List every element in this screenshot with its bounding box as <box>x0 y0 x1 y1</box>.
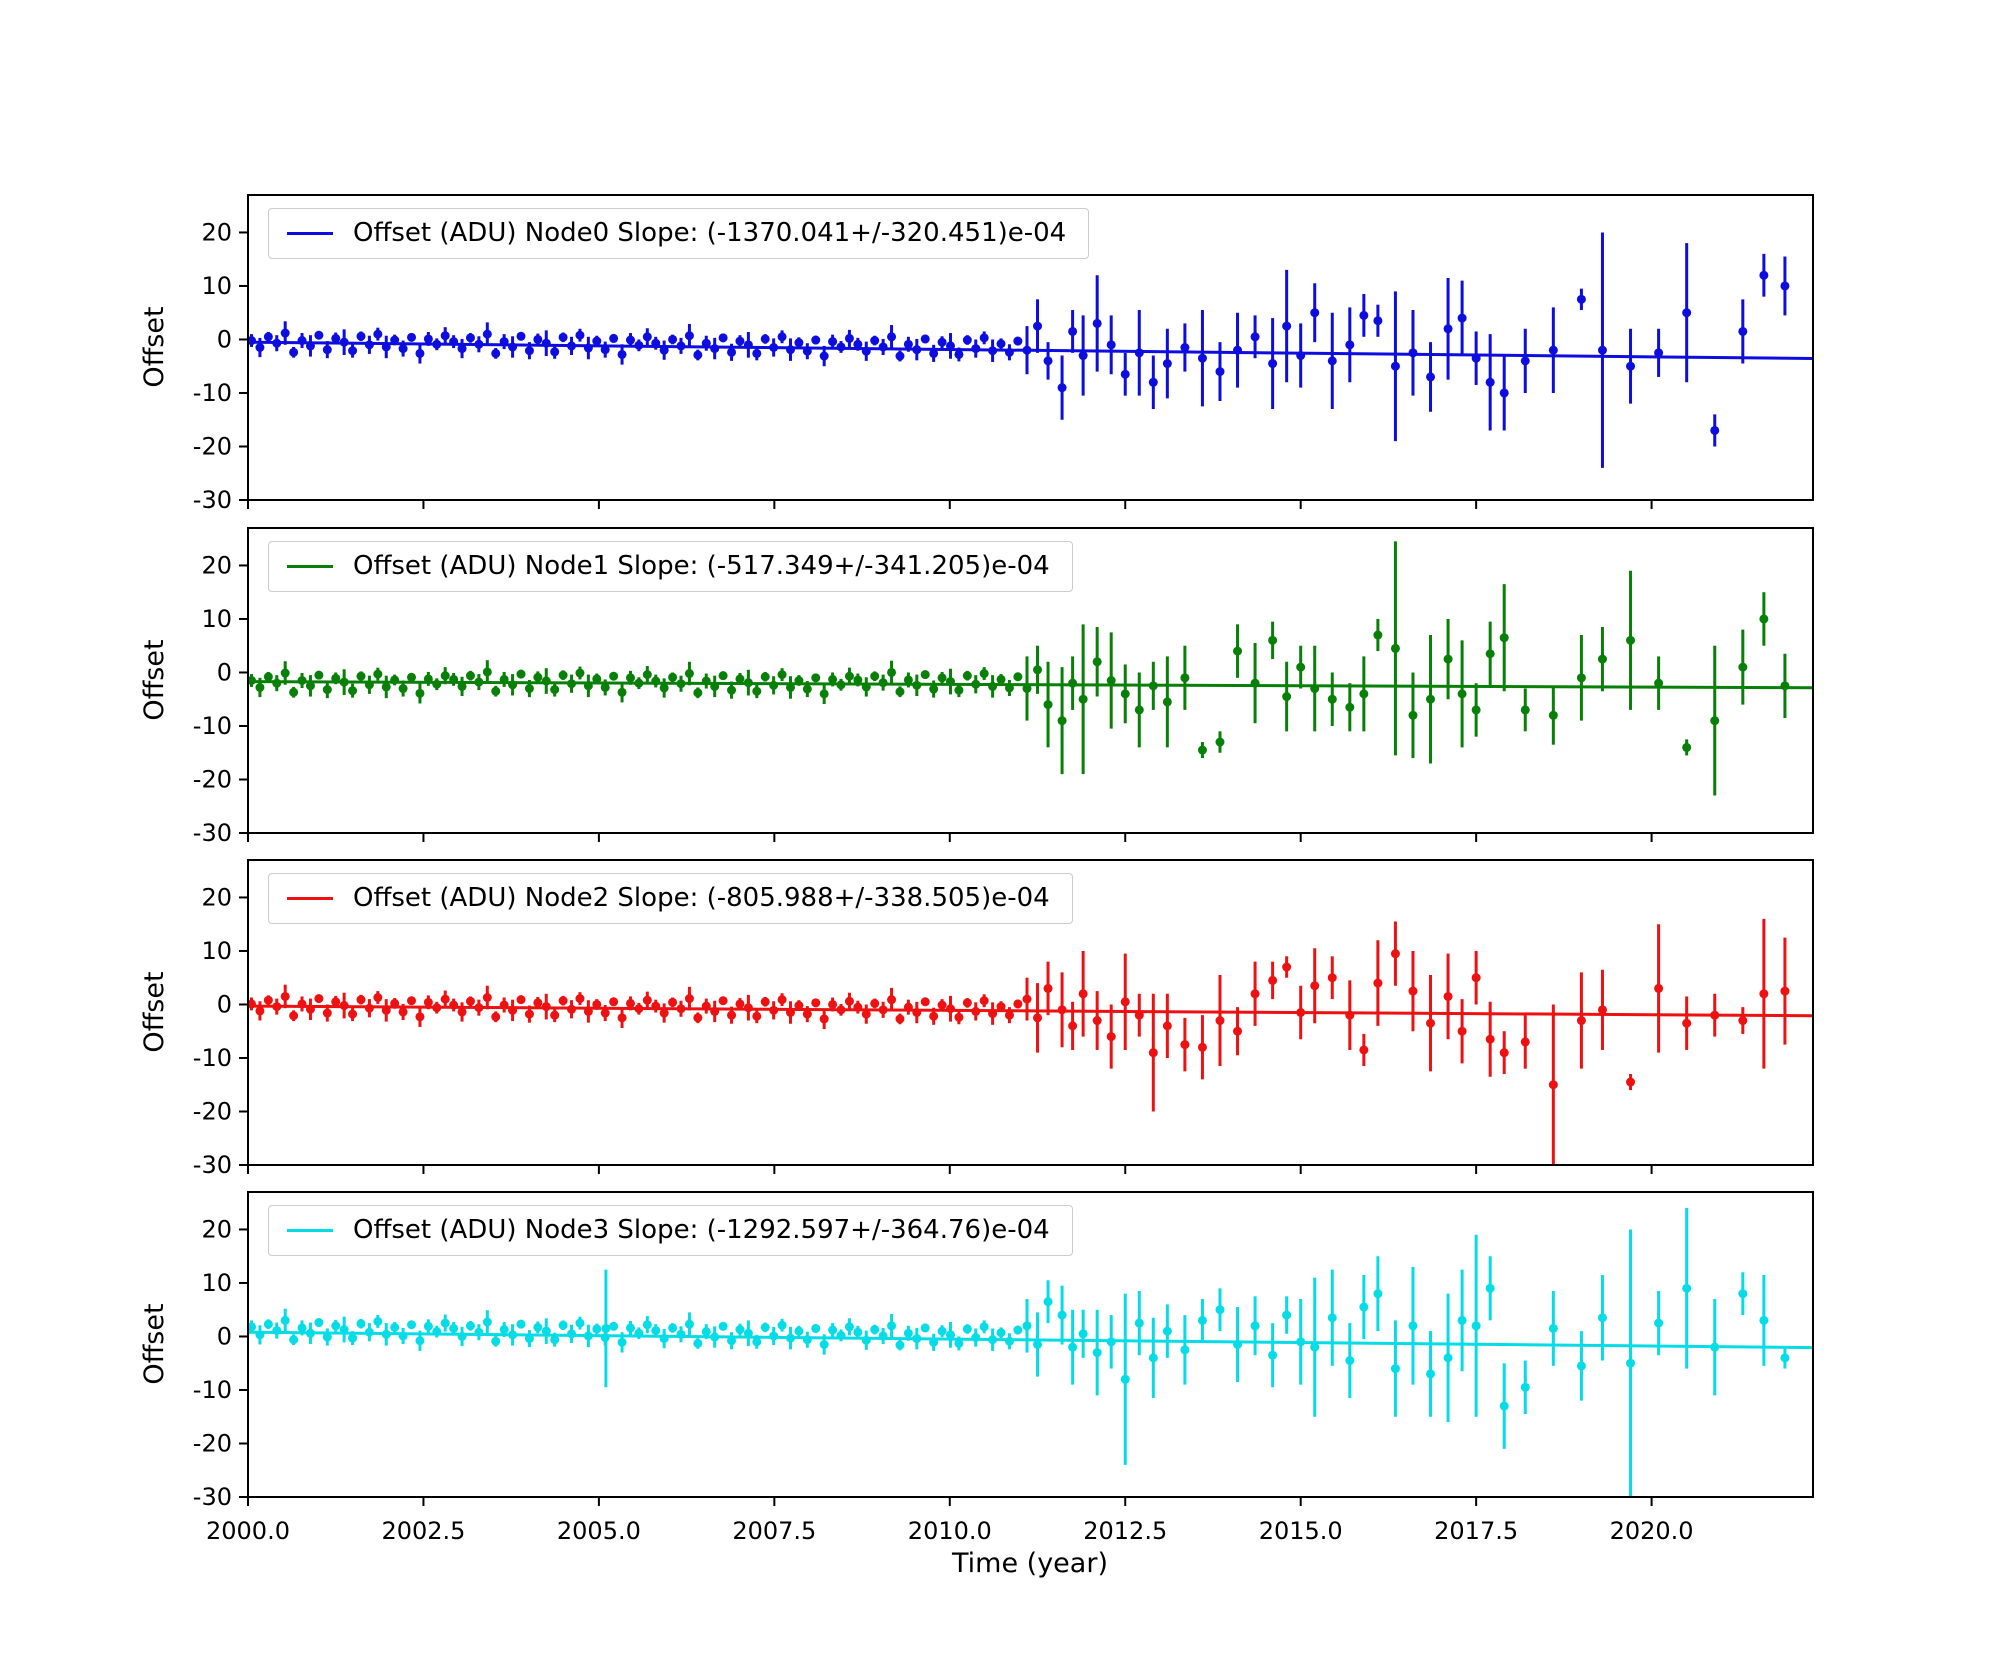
svg-text:2007.5: 2007.5 <box>732 1517 816 1545</box>
svg-text:2012.5: 2012.5 <box>1083 1517 1167 1545</box>
svg-text:10: 10 <box>201 937 232 965</box>
svg-text:-30: -30 <box>193 819 232 847</box>
svg-text:2002.5: 2002.5 <box>381 1517 465 1545</box>
ylabel-node3: Offset <box>139 1303 170 1385</box>
svg-text:-10: -10 <box>193 379 232 407</box>
svg-text:10: 10 <box>201 605 232 633</box>
legend-label-node1: Offset (ADU) Node1 Slope: (-517.349+/-34… <box>353 551 1050 581</box>
x-ticks-node3: 2000.0 2002.5 2005.0 2007.5 2010.0 2012.5 2015… <box>206 1497 1694 1545</box>
svg-text:2010.0: 2010.0 <box>908 1517 992 1545</box>
axes-frame-node2 <box>247 859 1814 1166</box>
errorbar-series-node1 <box>248 541 1813 796</box>
errorbar-series-node2 <box>248 918 1813 1165</box>
svg-text:0: 0 <box>217 325 232 353</box>
svg-text:-20: -20 <box>193 1429 232 1457</box>
legend-node2: Offset (ADU) Node2 Slope: (-805.988+/-33… <box>268 873 1073 925</box>
svg-text:0: 0 <box>217 1322 232 1350</box>
axes-frame-node0 <box>247 194 1814 501</box>
ylabel-node2: Offset <box>139 971 170 1053</box>
svg-text:-30: -30 <box>193 1483 232 1511</box>
legend-node3: Offset (ADU) Node3 Slope: (-1292.597+/-3… <box>268 1205 1073 1257</box>
svg-text:-20: -20 <box>193 432 232 460</box>
svg-text:20: 20 <box>201 883 232 911</box>
x-ticks-node2 <box>247 1165 1653 1174</box>
x-ticks-node1 <box>247 833 1653 842</box>
fit-line-node1 <box>248 680 1813 690</box>
legend-label-node3: Offset (ADU) Node3 Slope: (-1292.597+/-3… <box>353 1215 1050 1245</box>
legend-label-node0: Offset (ADU) Node0 Slope: (-1370.041+/-3… <box>353 218 1067 248</box>
legend-line-node2-icon <box>287 897 333 901</box>
x-ticks-node0 <box>247 500 1653 509</box>
svg-text:-20: -20 <box>193 1097 232 1125</box>
fit-line-node2 <box>248 1004 1813 1018</box>
ylabel-node0: Offset <box>139 306 170 388</box>
y-ticks-node3: 20 10 0 -10 -20 -30 <box>193 1215 248 1511</box>
legend-node1: Offset (ADU) Node1 Slope: (-517.349+/-34… <box>268 541 1073 593</box>
ylabel-node1: Offset <box>139 639 170 721</box>
svg-text:-10: -10 <box>193 1376 232 1404</box>
svg-text:0: 0 <box>217 990 232 1018</box>
axes-frame-node1 <box>247 527 1814 834</box>
svg-text:20: 20 <box>201 551 232 579</box>
legend-line-node0-icon <box>287 232 333 236</box>
svg-text:-20: -20 <box>193 765 232 793</box>
svg-text:2000.0: 2000.0 <box>206 1517 290 1545</box>
svg-text:0: 0 <box>217 658 232 686</box>
fit-line-node3 <box>248 1330 1813 1350</box>
panel-node1: 20 10 0 -10 -20 -30 <box>193 527 1814 847</box>
svg-text:-10: -10 <box>193 1044 232 1072</box>
svg-text:10: 10 <box>201 1269 232 1297</box>
svg-text:-30: -30 <box>193 486 232 514</box>
legend-line-node1-icon <box>287 565 333 569</box>
y-ticks-node2: 20 10 0 -10 -20 -30 <box>193 883 248 1179</box>
panel-node0: 20 10 0 -10 -20 -30 <box>193 194 1814 514</box>
svg-text:10: 10 <box>201 272 232 300</box>
panel-node2: 20 10 0 -10 -20 -30 <box>193 859 1814 1179</box>
y-ticks-node1: 20 10 0 -10 -20 -30 <box>193 551 248 847</box>
svg-text:-30: -30 <box>193 1151 232 1179</box>
svg-text:2015.0: 2015.0 <box>1259 1517 1343 1545</box>
svg-text:-10: -10 <box>193 712 232 740</box>
errorbar-series-node0 <box>248 232 1813 468</box>
xlabel: Time (year) <box>952 1548 1108 1579</box>
legend-line-node3-icon <box>287 1229 333 1233</box>
errorbar-series-node3 <box>248 1208 1813 1497</box>
svg-text:2005.0: 2005.0 <box>557 1517 641 1545</box>
legend-node0: Offset (ADU) Node0 Slope: (-1370.041+/-3… <box>268 208 1090 260</box>
svg-text:20: 20 <box>201 1215 232 1243</box>
svg-text:2017.5: 2017.5 <box>1434 1517 1518 1545</box>
legend-label-node2: Offset (ADU) Node2 Slope: (-805.988+/-33… <box>353 883 1050 913</box>
y-ticks-node0: 20 10 0 -10 -20 -30 <box>193 218 248 514</box>
axes-frame-node3 <box>247 1191 1814 1498</box>
svg-text:20: 20 <box>201 218 232 246</box>
svg-text:2020.0: 2020.0 <box>1610 1517 1694 1545</box>
fit-line-node0 <box>248 340 1813 361</box>
